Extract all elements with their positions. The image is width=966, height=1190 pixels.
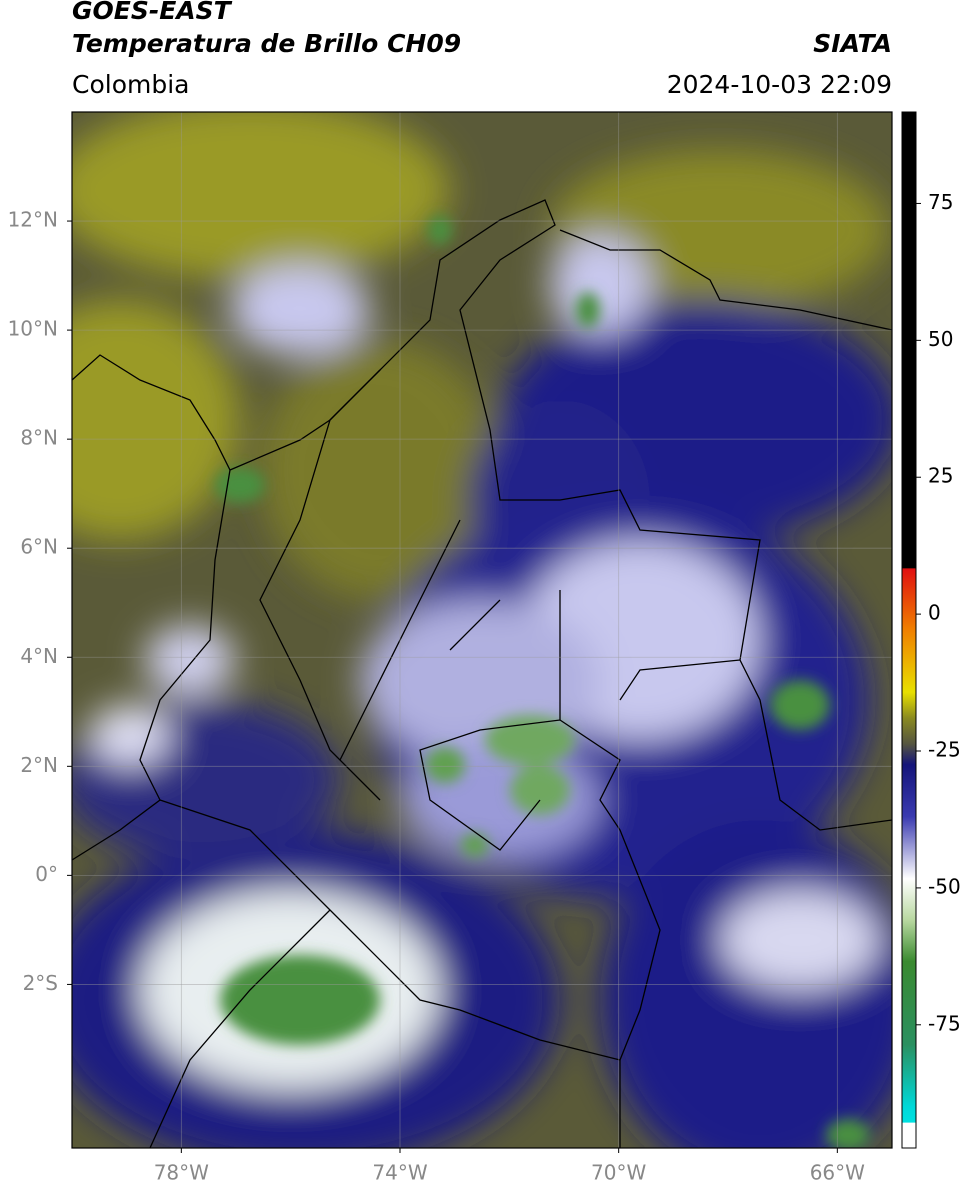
- source: SIATA: [813, 29, 892, 58]
- colorbar-tick-label: -25: [928, 738, 961, 762]
- y-tick-label: 6°N: [20, 535, 58, 559]
- colorbar-tick-label: -50: [928, 874, 961, 898]
- y-tick-label: 2°N: [20, 753, 58, 777]
- y-tick-label: 2°S: [23, 971, 58, 995]
- colorbar-tick-label: -75: [928, 1011, 961, 1035]
- subtitle: Temperatura de Brillo CH09: [72, 29, 461, 58]
- colorbar-tick-label: 25: [928, 464, 953, 488]
- satellite-image: [72, 112, 892, 1148]
- x-tick-label: 66°W: [810, 1161, 865, 1185]
- title: GOES-EAST: [72, 0, 233, 25]
- x-tick-label: 74°W: [372, 1161, 427, 1185]
- timestamp: 2024-10-03 22:09: [667, 70, 892, 99]
- y-tick-label: 4°N: [20, 644, 58, 668]
- y-tick-label: 12°N: [8, 208, 58, 232]
- colorbar: [901, 111, 917, 1149]
- x-tick-label: 70°W: [591, 1161, 646, 1185]
- map-frame: [71, 111, 893, 1149]
- y-tick-label: 10°N: [8, 317, 58, 341]
- region: Colombia: [72, 70, 189, 99]
- y-tick-label: 0°: [35, 862, 58, 886]
- graticule: [72, 112, 892, 1148]
- y-tick-label: 8°N: [20, 426, 58, 450]
- colorbar-tick-label: 0: [928, 601, 941, 625]
- x-tick-label: 78°W: [154, 1161, 209, 1185]
- colorbar-tick-label: 50: [928, 327, 953, 351]
- colorbar-tick-label: 75: [928, 190, 953, 214]
